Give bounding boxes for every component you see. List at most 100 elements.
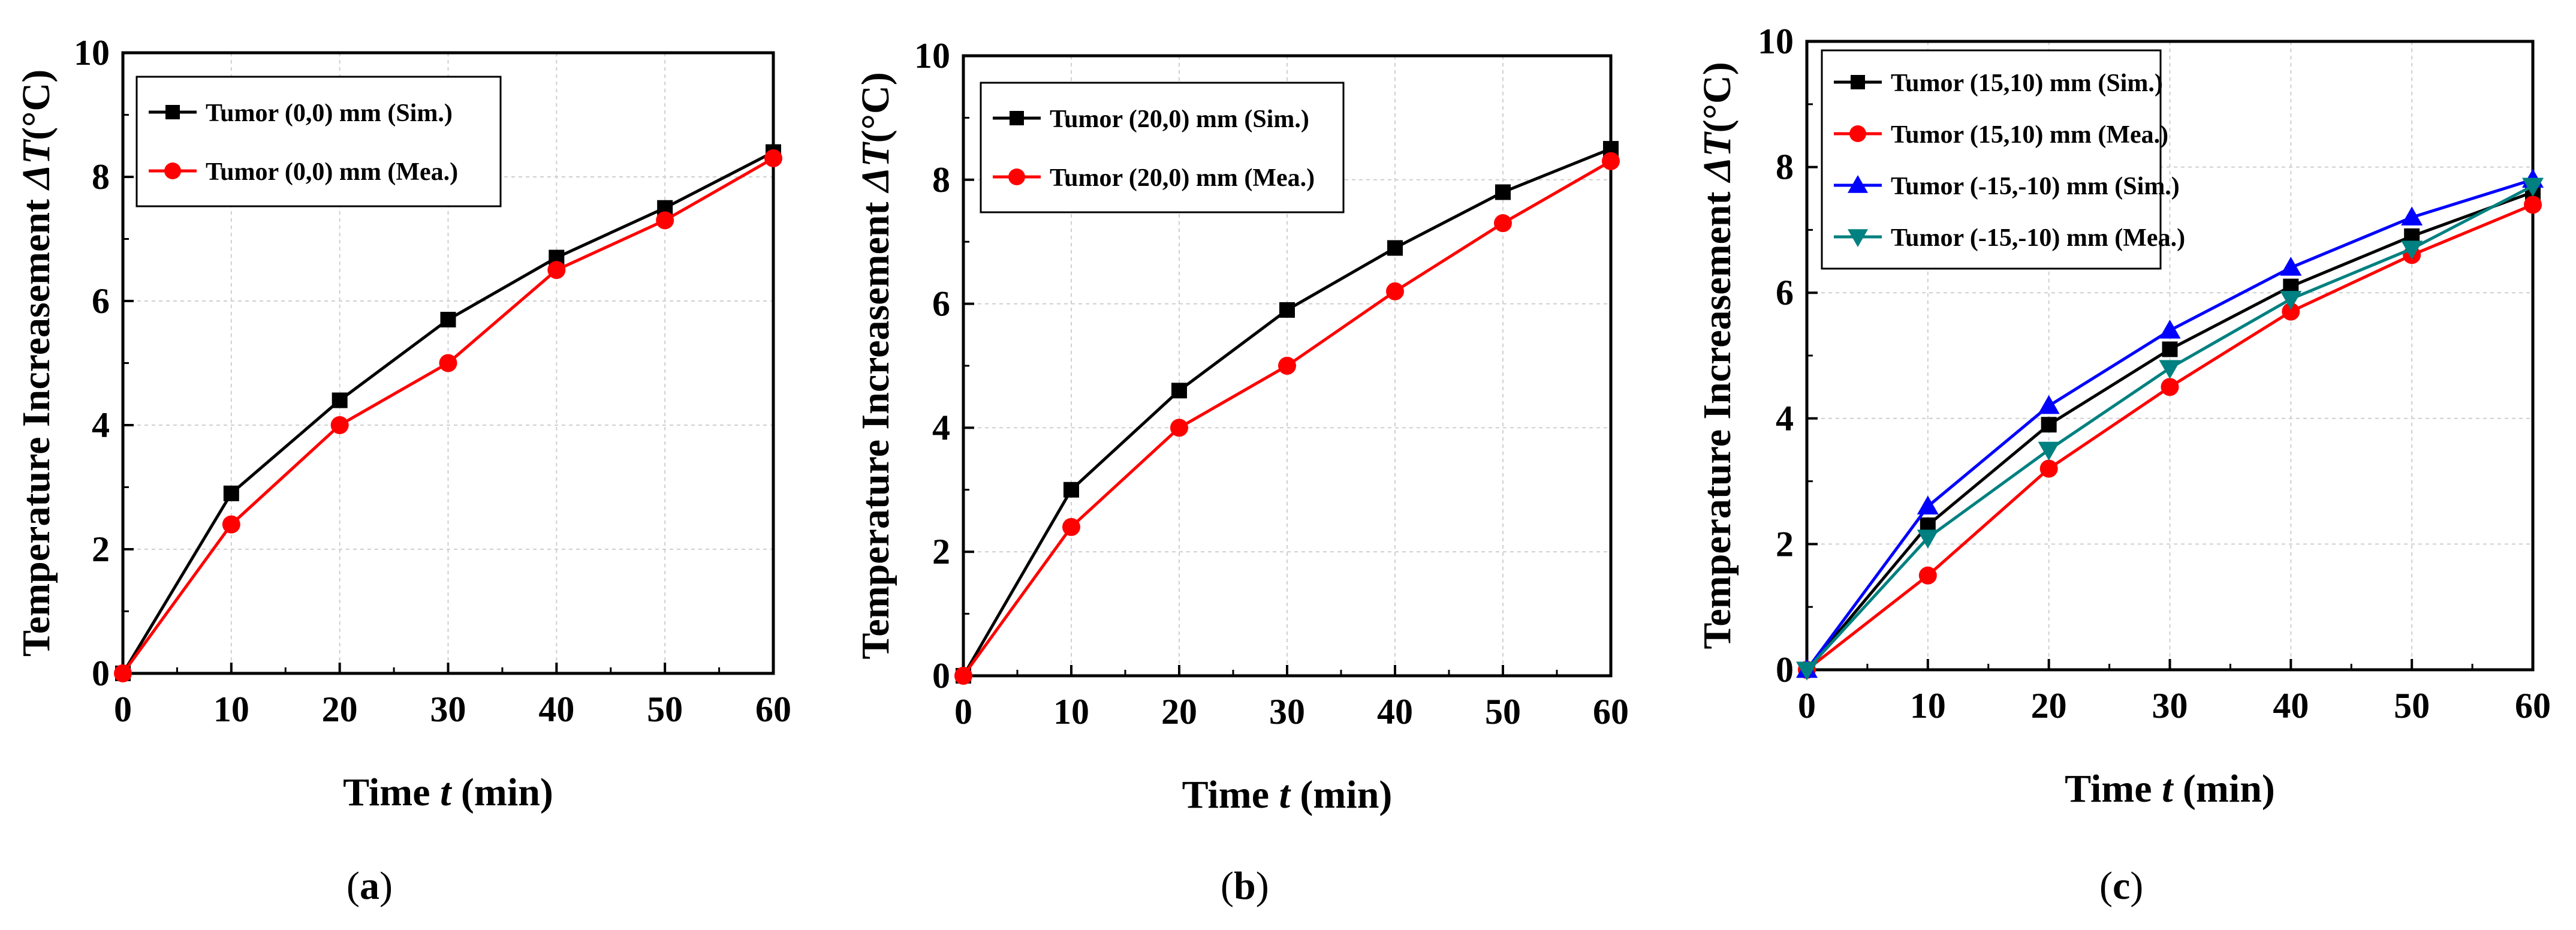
a-series-1-point bbox=[656, 211, 674, 230]
b-series-0-point bbox=[1063, 481, 1079, 498]
b-legend: Tumor (20,0) mm (Sim.) Tumor (20,0) mm (M… bbox=[980, 82, 1345, 213]
b-y-tick-label: 6 bbox=[932, 284, 950, 324]
chart-a: 0 10 20 30 40 50 60 0 2 4 6 8 10 Time t (min) Temperat… bbox=[14, 33, 791, 814]
b-y-axis-title-var: ΔT bbox=[854, 142, 897, 194]
c-x-tick-label: 20 bbox=[2031, 686, 2067, 726]
a-x-axis-title-suffix: (min) bbox=[451, 771, 553, 814]
b-legend-marker-0 bbox=[1010, 111, 1024, 125]
a-series-1-point bbox=[114, 664, 132, 682]
c-legend-box bbox=[1821, 49, 2162, 270]
a-series-1-point bbox=[330, 416, 349, 434]
a-series-1-point bbox=[547, 261, 566, 279]
c-series-2-point bbox=[2038, 395, 2060, 414]
c-series-2-point bbox=[2280, 257, 2302, 276]
a-x-tick-label: 60 bbox=[755, 690, 791, 729]
c-legend-marker-2 bbox=[1848, 175, 1868, 193]
c-y-tick-label: 0 bbox=[1776, 650, 1794, 690]
c-y-axis-title-suffix: (°C) bbox=[1695, 62, 1739, 133]
a-y-axis-title-prefix: Temperature Increasement bbox=[14, 189, 58, 657]
caption-c-open: ( bbox=[2099, 864, 2113, 908]
c-x-tick-label: 30 bbox=[2152, 686, 2188, 726]
c-series-1-point bbox=[2524, 195, 2542, 214]
a-x-axis-title-prefix: Time bbox=[343, 771, 440, 814]
c-series-1-point bbox=[2161, 378, 2179, 396]
b-series-0-point bbox=[1387, 240, 1403, 256]
caption-b: (b) bbox=[1221, 863, 1269, 909]
a-series-1 bbox=[114, 149, 782, 682]
b-series-1-point bbox=[954, 667, 972, 685]
b-y-tick-label: 4 bbox=[932, 408, 950, 447]
c-legend-label-1: Tumor (15,10) mm (Mea.) bbox=[1891, 121, 2168, 149]
b-x-axis-title-prefix: Time bbox=[1182, 773, 1279, 817]
a-series-1-point bbox=[764, 149, 782, 167]
b-series-0-point bbox=[1171, 383, 1187, 399]
a-x-tick-label: 10 bbox=[213, 690, 249, 729]
a-x-axis-title: Time t (min) bbox=[343, 771, 553, 814]
b-x-tick-label: 60 bbox=[1593, 692, 1629, 732]
caption-a-open: ( bbox=[347, 864, 360, 908]
c-y-tick-label: 2 bbox=[1776, 524, 1794, 564]
caption-a-close: ) bbox=[379, 864, 393, 908]
c-series-2-point bbox=[1917, 495, 1939, 515]
c-legend-marker-0 bbox=[1851, 75, 1865, 89]
a-series-1-point bbox=[222, 515, 240, 534]
a-series-0-point bbox=[223, 485, 239, 501]
a-y-axis-title-var: ΔT bbox=[14, 139, 58, 191]
b-x-tick-label: 20 bbox=[1161, 692, 1197, 732]
a-y-axis-title: Temperature Increasement ΔT(°C) bbox=[14, 70, 58, 657]
b-x-axis-title-suffix: (min) bbox=[1290, 773, 1392, 817]
c-x-axis-title-suffix: (min) bbox=[2173, 767, 2274, 811]
a-y-axis-title-suffix: (°C) bbox=[14, 70, 58, 140]
caption-c-label: c bbox=[2112, 864, 2131, 908]
b-y-tick-label: 2 bbox=[932, 532, 950, 571]
c-x-tick-label: 40 bbox=[2273, 686, 2309, 726]
c-series-1-point bbox=[2039, 459, 2058, 478]
c-y-tick-label: 10 bbox=[1758, 22, 1794, 61]
a-series-0-point bbox=[440, 312, 456, 328]
caption-b-open: ( bbox=[1221, 864, 1234, 908]
b-x-axis-title: Time t (min) bbox=[1182, 773, 1393, 817]
c-x-axis-title: Time t (min) bbox=[2065, 767, 2275, 811]
c-y-tick-label: 6 bbox=[1776, 273, 1794, 312]
a-series-1-point bbox=[439, 354, 457, 372]
a-x-tick-label: 50 bbox=[647, 690, 683, 729]
a-y-tick-label: 6 bbox=[92, 281, 110, 321]
b-legend-label-1: Tumor (20,0) mm (Mea.) bbox=[1050, 164, 1315, 192]
c-x-axis-title-prefix: Time bbox=[2065, 767, 2162, 811]
b-y-tick-label: 0 bbox=[932, 656, 950, 696]
a-x-tick-label: 40 bbox=[538, 690, 574, 729]
c-legend-label-2: Tumor (-15,-10) mm (Sim.) bbox=[1891, 173, 2180, 200]
c-series-3-point bbox=[2038, 441, 2060, 461]
c-legend-label-0: Tumor (15,10) mm (Sim.) bbox=[1891, 70, 2163, 97]
c-series-3-point bbox=[1917, 529, 1939, 549]
c-series-3-point bbox=[1796, 661, 1818, 681]
a-legend-box bbox=[135, 76, 502, 207]
c-axes-frame bbox=[1805, 40, 2535, 672]
a-legend-label-0: Tumor (0,0) mm (Sim.) bbox=[206, 100, 453, 127]
b-series-1-point bbox=[1386, 282, 1404, 300]
b-axes-frame bbox=[962, 54, 1613, 678]
c-x-axis-title-var: t bbox=[2162, 767, 2174, 811]
c-legend-marker-3 bbox=[1848, 229, 1868, 247]
c-series-2-point bbox=[2159, 320, 2181, 339]
b-series-0-point bbox=[1279, 302, 1295, 318]
b-y-tick-label: 8 bbox=[932, 160, 950, 200]
b-series-1-point bbox=[1602, 152, 1620, 170]
b-x-tick-label: 10 bbox=[1053, 692, 1089, 732]
c-series-1-point bbox=[2282, 302, 2300, 321]
c-series-3-point bbox=[2522, 177, 2544, 197]
b-x-tick-label: 40 bbox=[1377, 692, 1413, 732]
caption-a: (a) bbox=[347, 863, 393, 909]
b-x-axis-title-var: t bbox=[1279, 773, 1291, 817]
c-y-tick-label: 4 bbox=[1776, 399, 1794, 438]
c-legend-marker-1 bbox=[1849, 125, 1866, 142]
a-legend: Tumor (0,0) mm (Sim.) Tumor (0,0) mm (Mea… bbox=[135, 76, 502, 207]
b-series-1-point bbox=[1062, 517, 1080, 536]
a-y-tick-label: 10 bbox=[74, 33, 110, 73]
b-series-1-point bbox=[1494, 214, 1512, 233]
caption-b-close: ) bbox=[1255, 864, 1269, 908]
caption-b-label: b bbox=[1233, 864, 1256, 908]
b-legend-marker-1 bbox=[1008, 168, 1025, 185]
c-y-axis-title-var: ΔT bbox=[1695, 131, 1739, 183]
a-x-tick-label: 30 bbox=[430, 690, 466, 729]
